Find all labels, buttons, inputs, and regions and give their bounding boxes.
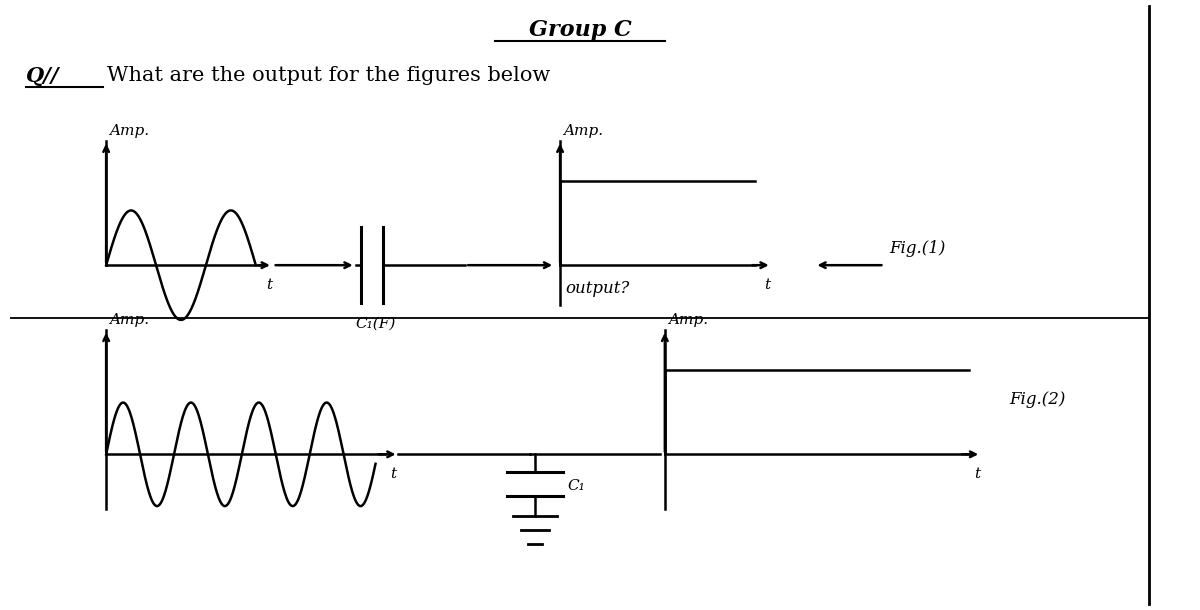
Text: t: t (390, 467, 396, 481)
Text: t: t (974, 467, 980, 481)
Text: Amp.: Amp. (563, 124, 604, 138)
Text: Fig.(2): Fig.(2) (1009, 391, 1066, 408)
Text: C₁(F): C₁(F) (355, 317, 396, 331)
Text: t: t (764, 278, 770, 292)
Text: output?: output? (565, 280, 629, 297)
Text: Q//: Q// (26, 66, 60, 86)
Text: Group C: Group C (529, 20, 631, 41)
Text: t: t (265, 278, 272, 292)
Text: Amp.: Amp. (109, 124, 149, 138)
Text: What are the output for the figures below: What are the output for the figures belo… (107, 66, 551, 85)
Text: C₁: C₁ (568, 479, 584, 493)
Text: Amp.: Amp. (668, 313, 708, 327)
Text: Amp.: Amp. (109, 313, 149, 327)
Text: Fig.(1): Fig.(1) (889, 240, 946, 257)
